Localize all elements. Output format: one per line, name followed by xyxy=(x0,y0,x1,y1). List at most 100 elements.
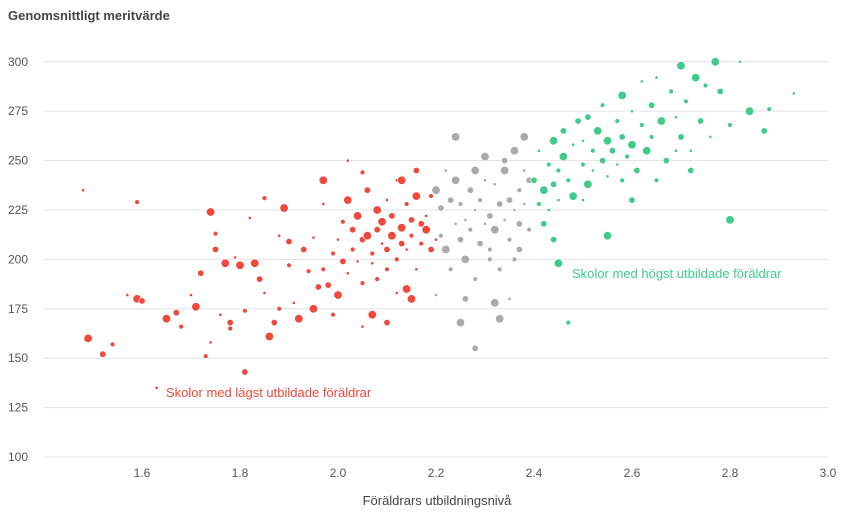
scatter-point xyxy=(580,161,586,168)
scatter-point xyxy=(556,198,561,203)
scatter-point xyxy=(383,319,391,327)
scatter-point xyxy=(406,294,416,304)
scatter-point xyxy=(277,233,282,238)
scatter-point xyxy=(256,275,264,283)
scatter-point xyxy=(687,167,695,175)
scatter-point xyxy=(725,215,735,225)
scatter-point xyxy=(456,236,464,244)
y-axis-title: Genomsnittligt meritvärde xyxy=(8,8,170,23)
scatter-point xyxy=(737,59,742,64)
scatter-point xyxy=(404,247,409,252)
scatter-point xyxy=(590,168,595,173)
scatter-point xyxy=(674,148,679,153)
axis-labels: Genomsnittligt meritvärde Föräldrars utb… xyxy=(8,8,782,508)
scatter-point xyxy=(314,283,322,291)
scatter-point xyxy=(81,188,86,193)
y-tick-label: 225 xyxy=(8,203,28,217)
scatter-point xyxy=(599,157,607,165)
scatter-point xyxy=(407,216,415,224)
scatter-point xyxy=(434,237,438,242)
y-tick-label: 125 xyxy=(8,401,28,415)
scatter-point xyxy=(447,196,455,204)
scatter-point xyxy=(555,167,562,174)
scatter-point xyxy=(471,344,479,352)
scatter-point xyxy=(294,314,304,324)
scatter-point xyxy=(492,182,497,187)
scatter-point xyxy=(212,231,219,237)
scatter-point xyxy=(154,385,159,390)
scatter-point xyxy=(434,293,438,297)
scatter-point xyxy=(519,132,529,142)
scatter-point xyxy=(362,231,372,241)
scatter-point xyxy=(189,293,193,297)
scatter-point xyxy=(628,196,636,204)
scatter-point xyxy=(476,240,484,248)
scatter-point xyxy=(355,259,360,264)
scatter-point xyxy=(568,191,578,201)
scatter-point xyxy=(460,254,470,264)
scatter-point xyxy=(242,308,248,314)
scatter-point xyxy=(414,267,419,272)
scatter-point xyxy=(648,101,656,109)
scatter-point xyxy=(83,333,93,343)
scatter-point xyxy=(463,217,468,222)
scatter-point xyxy=(545,161,552,168)
scatter-point xyxy=(162,314,172,324)
scatter-point xyxy=(443,168,448,173)
scatter-point xyxy=(553,258,563,268)
scatter-point xyxy=(377,217,387,227)
scatter-point xyxy=(727,122,733,128)
scatter-point xyxy=(619,177,625,184)
scatter-point xyxy=(688,148,693,153)
scatter-point xyxy=(674,115,679,120)
scatter-point xyxy=(300,246,308,254)
scatter-point xyxy=(441,245,451,255)
scatter-point xyxy=(745,106,755,116)
scatter-point xyxy=(318,175,328,185)
scatter-point xyxy=(501,157,509,165)
x-tick-label: 1.6 xyxy=(134,466,151,480)
scatter-point xyxy=(373,226,381,234)
scatter-point xyxy=(618,133,626,141)
scatter-point xyxy=(457,201,464,207)
scatter-point xyxy=(235,260,245,270)
scatter-point xyxy=(574,117,582,125)
scatter-point xyxy=(437,204,445,212)
scatter-point xyxy=(550,180,558,188)
scatter-point xyxy=(633,167,641,175)
scatter-point xyxy=(617,90,627,100)
scatter-point xyxy=(412,167,420,175)
scatter-point xyxy=(477,197,483,203)
scatter-point xyxy=(455,318,465,328)
scatter-point xyxy=(683,98,689,105)
scatter-point xyxy=(353,211,363,221)
scatter-point xyxy=(624,153,630,160)
x-tick-label: 1.8 xyxy=(232,466,249,480)
annotation-highest: Skolor med högst utbildade föräldrar xyxy=(572,266,782,281)
scatter-point xyxy=(505,196,513,204)
scatter-point xyxy=(558,152,568,162)
scatter-point xyxy=(197,269,205,277)
scatter-point xyxy=(233,255,238,260)
scatter-point xyxy=(495,314,505,324)
scatter-point xyxy=(590,148,596,154)
scatter-point xyxy=(500,166,510,176)
scatter-point xyxy=(509,146,519,156)
scatter-point xyxy=(656,116,666,126)
scatter-point xyxy=(403,201,410,207)
scatter-point xyxy=(369,250,375,257)
scatter-point xyxy=(421,225,431,235)
scatter-point xyxy=(605,174,610,179)
scatter-point xyxy=(549,136,559,146)
scatter-point xyxy=(333,290,343,300)
scatter-point xyxy=(515,220,523,228)
scatter-point xyxy=(360,324,365,329)
scatter-point xyxy=(138,297,146,305)
scatter-point xyxy=(402,284,412,294)
scatter-point xyxy=(539,185,549,195)
scatter-point xyxy=(540,220,548,228)
scatter-point xyxy=(359,280,366,286)
scatter-point xyxy=(550,236,558,244)
scatter-point xyxy=(708,134,713,139)
